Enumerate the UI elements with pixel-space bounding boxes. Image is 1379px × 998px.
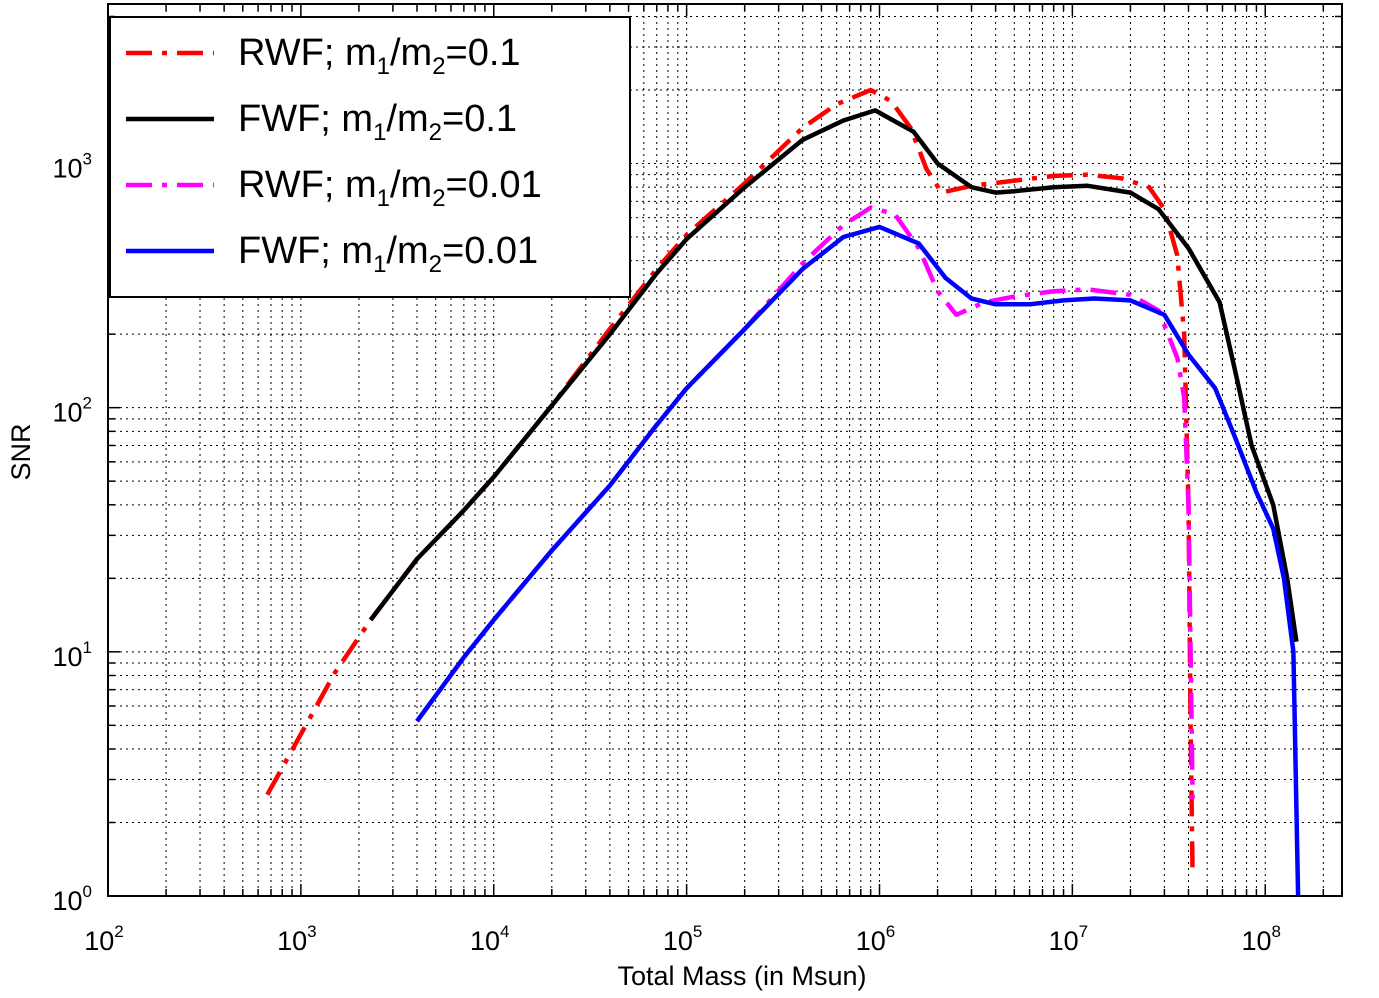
legend-entry-2: FWF; m1/m2=0.1: [238, 98, 517, 146]
legend-entry-1: RWF; m1/m2=0.1: [238, 32, 521, 80]
y-tick-labels: 100 101 102 103: [52, 149, 92, 916]
plot-frame: [107, 3, 1343, 897]
y-tick-label: 101: [52, 638, 92, 672]
data-series: [265, 87, 1301, 897]
legend: RWF; m1/m2=0.1 FWF; m1/m2=0.1 RWF; m1/m2=0…: [109, 16, 631, 298]
x-tick-label: 107: [1049, 922, 1089, 956]
x-tick-label: 102: [84, 922, 124, 956]
y-tick-label: 102: [52, 394, 92, 428]
y-axis-label: SNR: [6, 423, 36, 480]
x-tick-label: 104: [470, 922, 510, 956]
legend-entry-4: FWF; m1/m2=0.01: [238, 230, 538, 278]
x-tick-label: 106: [856, 922, 896, 956]
legend-entry-3: RWF; m1/m2=0.01: [238, 164, 542, 212]
x-tick-labels: 102 103 104 105 106 107 108: [84, 922, 1281, 956]
x-tick-label: 103: [277, 922, 317, 956]
series-line-2: [368, 108, 1299, 643]
y-tick-label: 100: [52, 882, 92, 916]
x-tick-label: 108: [1241, 922, 1281, 956]
x-axis-label: Total Mass (in Msun): [617, 961, 866, 991]
series-line-4: [415, 224, 1301, 897]
y-tick-label: 103: [52, 149, 92, 183]
x-tick-label: 105: [663, 922, 703, 956]
